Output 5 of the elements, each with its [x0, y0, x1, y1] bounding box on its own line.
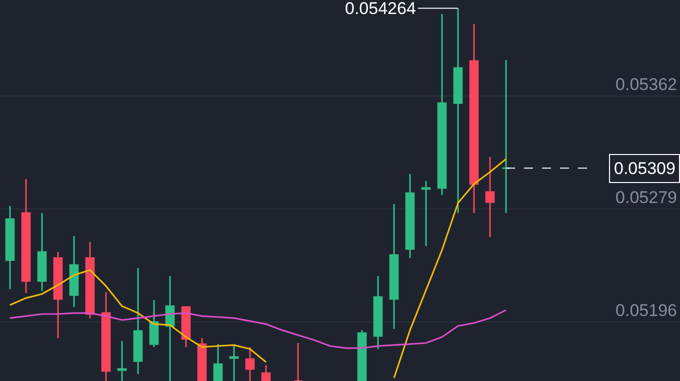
annotation: 0.054264: [345, 0, 416, 18]
y-tick-label: 0.05279: [616, 188, 677, 208]
y-tick-label: 0.05196: [616, 301, 677, 320]
y-tick-label: 0.05362: [616, 75, 677, 94]
ref-line-label: 0.05309: [614, 159, 676, 178]
